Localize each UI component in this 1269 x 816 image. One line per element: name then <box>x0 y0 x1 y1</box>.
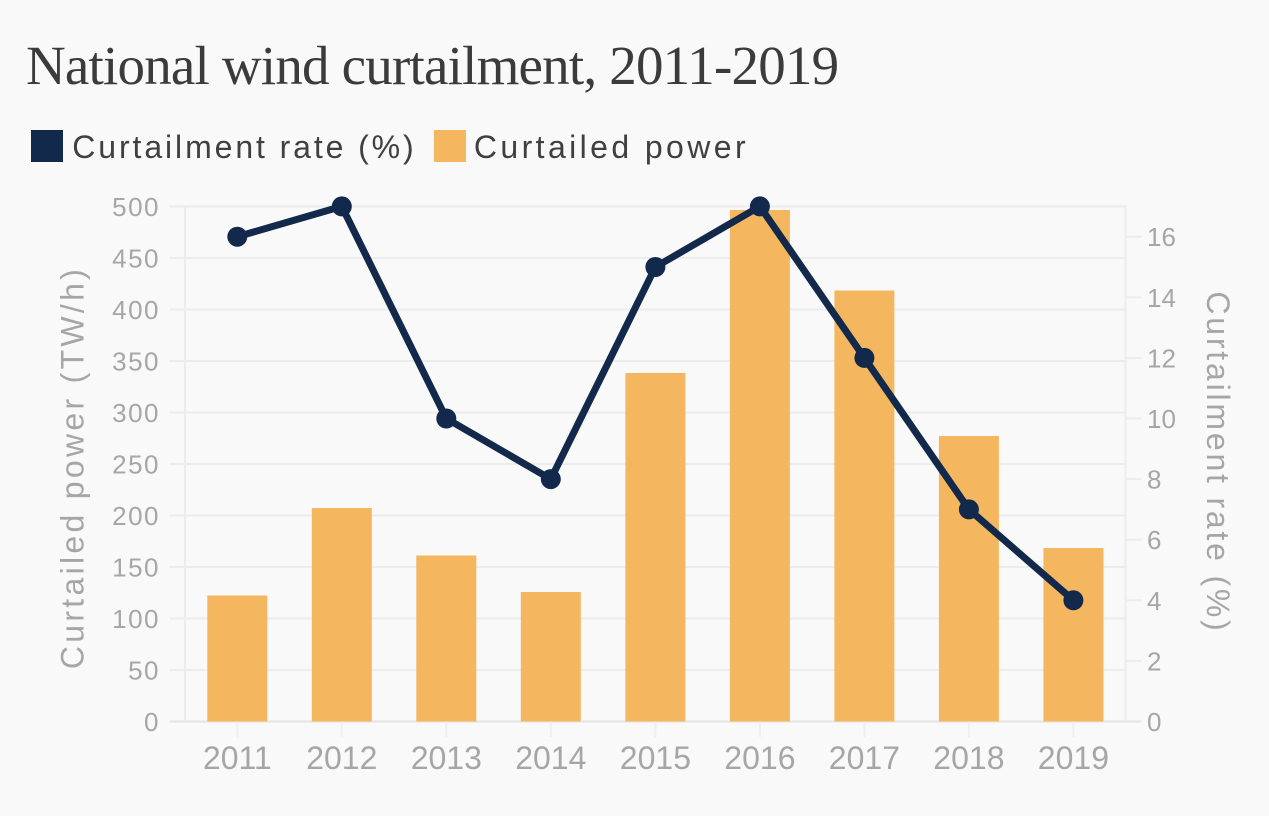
svg-text:2011: 2011 <box>203 740 272 776</box>
svg-text:12: 12 <box>1147 343 1176 373</box>
svg-text:350: 350 <box>112 347 160 377</box>
svg-text:2019: 2019 <box>1038 740 1109 776</box>
svg-text:0: 0 <box>144 707 160 737</box>
svg-text:10: 10 <box>1147 404 1176 434</box>
svg-text:100: 100 <box>112 604 160 634</box>
svg-text:500: 500 <box>112 192 160 222</box>
svg-text:2: 2 <box>1147 646 1161 676</box>
svg-text:2013: 2013 <box>411 740 482 776</box>
svg-text:8: 8 <box>1147 465 1161 495</box>
svg-text:2017: 2017 <box>829 740 900 776</box>
svg-text:2018: 2018 <box>933 740 1004 776</box>
svg-text:4: 4 <box>1147 586 1161 616</box>
svg-text:300: 300 <box>112 398 160 428</box>
svg-text:2012: 2012 <box>306 740 377 776</box>
svg-text:2014: 2014 <box>515 740 586 776</box>
svg-text:0: 0 <box>1147 707 1161 737</box>
svg-text:450: 450 <box>112 244 160 274</box>
svg-text:14: 14 <box>1147 283 1176 313</box>
svg-text:6: 6 <box>1147 525 1161 555</box>
svg-text:Curtailed power (TW/h): Curtailed power (TW/h) <box>55 266 91 669</box>
svg-text:250: 250 <box>112 450 160 480</box>
svg-text:50: 50 <box>128 656 160 686</box>
svg-text:Curtailment rate (%): Curtailment rate (%) <box>1200 291 1236 633</box>
svg-text:2015: 2015 <box>620 740 691 776</box>
svg-text:150: 150 <box>112 553 160 583</box>
svg-text:2016: 2016 <box>724 740 795 776</box>
svg-text:16: 16 <box>1147 222 1176 252</box>
svg-text:400: 400 <box>112 295 160 325</box>
svg-text:200: 200 <box>112 501 160 531</box>
